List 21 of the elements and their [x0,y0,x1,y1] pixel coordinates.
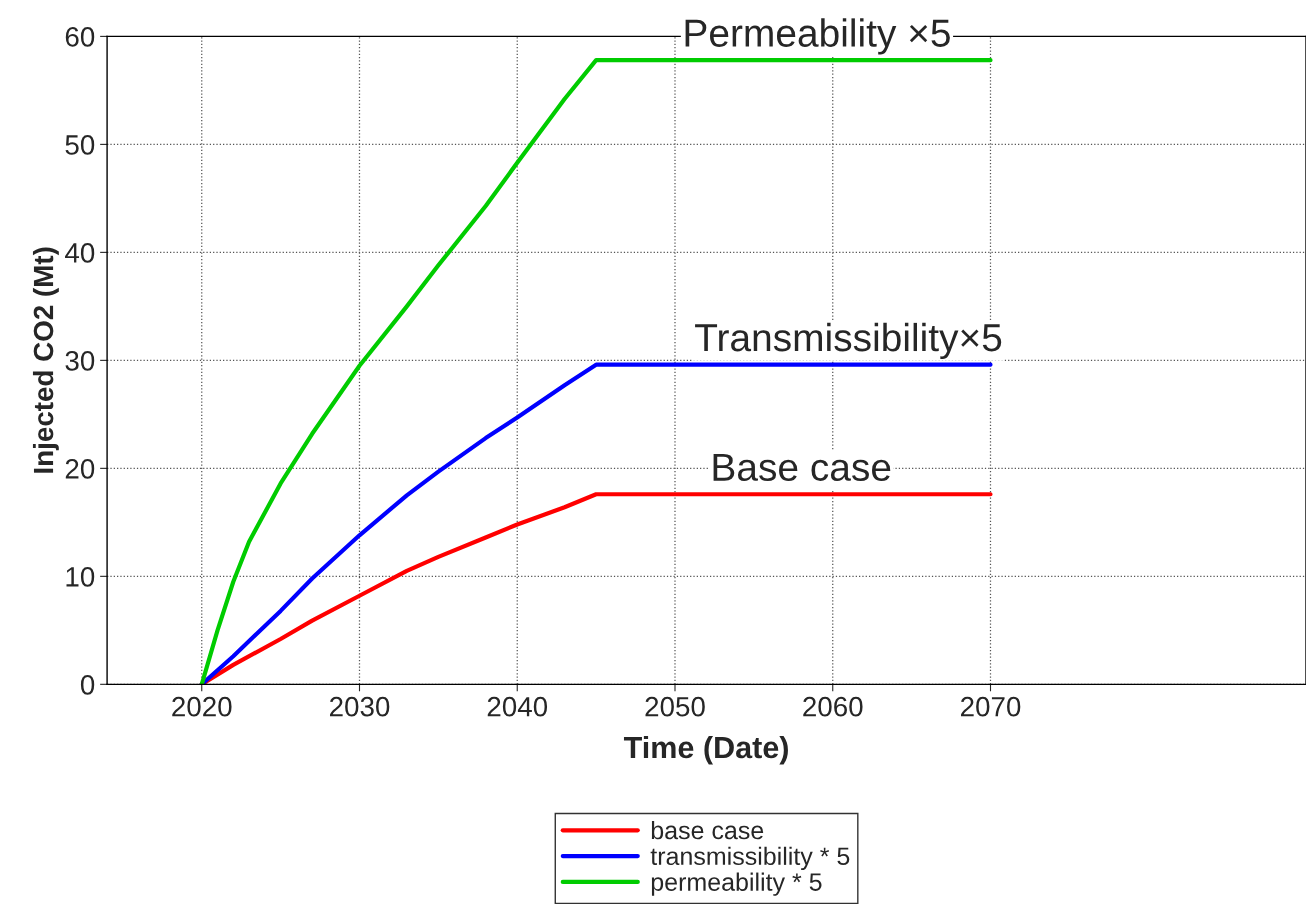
x-tick-label: 2020 [172,696,232,717]
annotation: Permeability ×5 [685,18,950,55]
x-tick-label: 2070 [961,696,1021,717]
legend-label: permeability * 5 [651,872,822,896]
legend-label: base case [651,820,764,840]
x-tick-label: 2040 [487,696,548,717]
annotation: Transmissibility×5 [695,322,1002,360]
legend-label: transmissibility * 5 [650,846,850,871]
annotation: Base case [713,453,891,482]
y-tick-label: 10 [66,567,95,587]
x-axis-title: Time (Date) [623,735,788,765]
y-tick-label: 50 [65,135,95,155]
x-tick-label: 2050 [645,696,705,717]
y-axis-title: Injected CO2 (Mt) [32,247,59,473]
x-tick-label: 2060 [803,696,863,717]
x-tick-label: 2030 [330,696,390,717]
y-tick-label: 30 [65,351,95,371]
y-tick-label: 40 [65,243,95,263]
y-tick-label: 60 [65,27,95,47]
y-tick-label: 0 [80,674,95,695]
y-tick-label: 20 [65,459,95,479]
